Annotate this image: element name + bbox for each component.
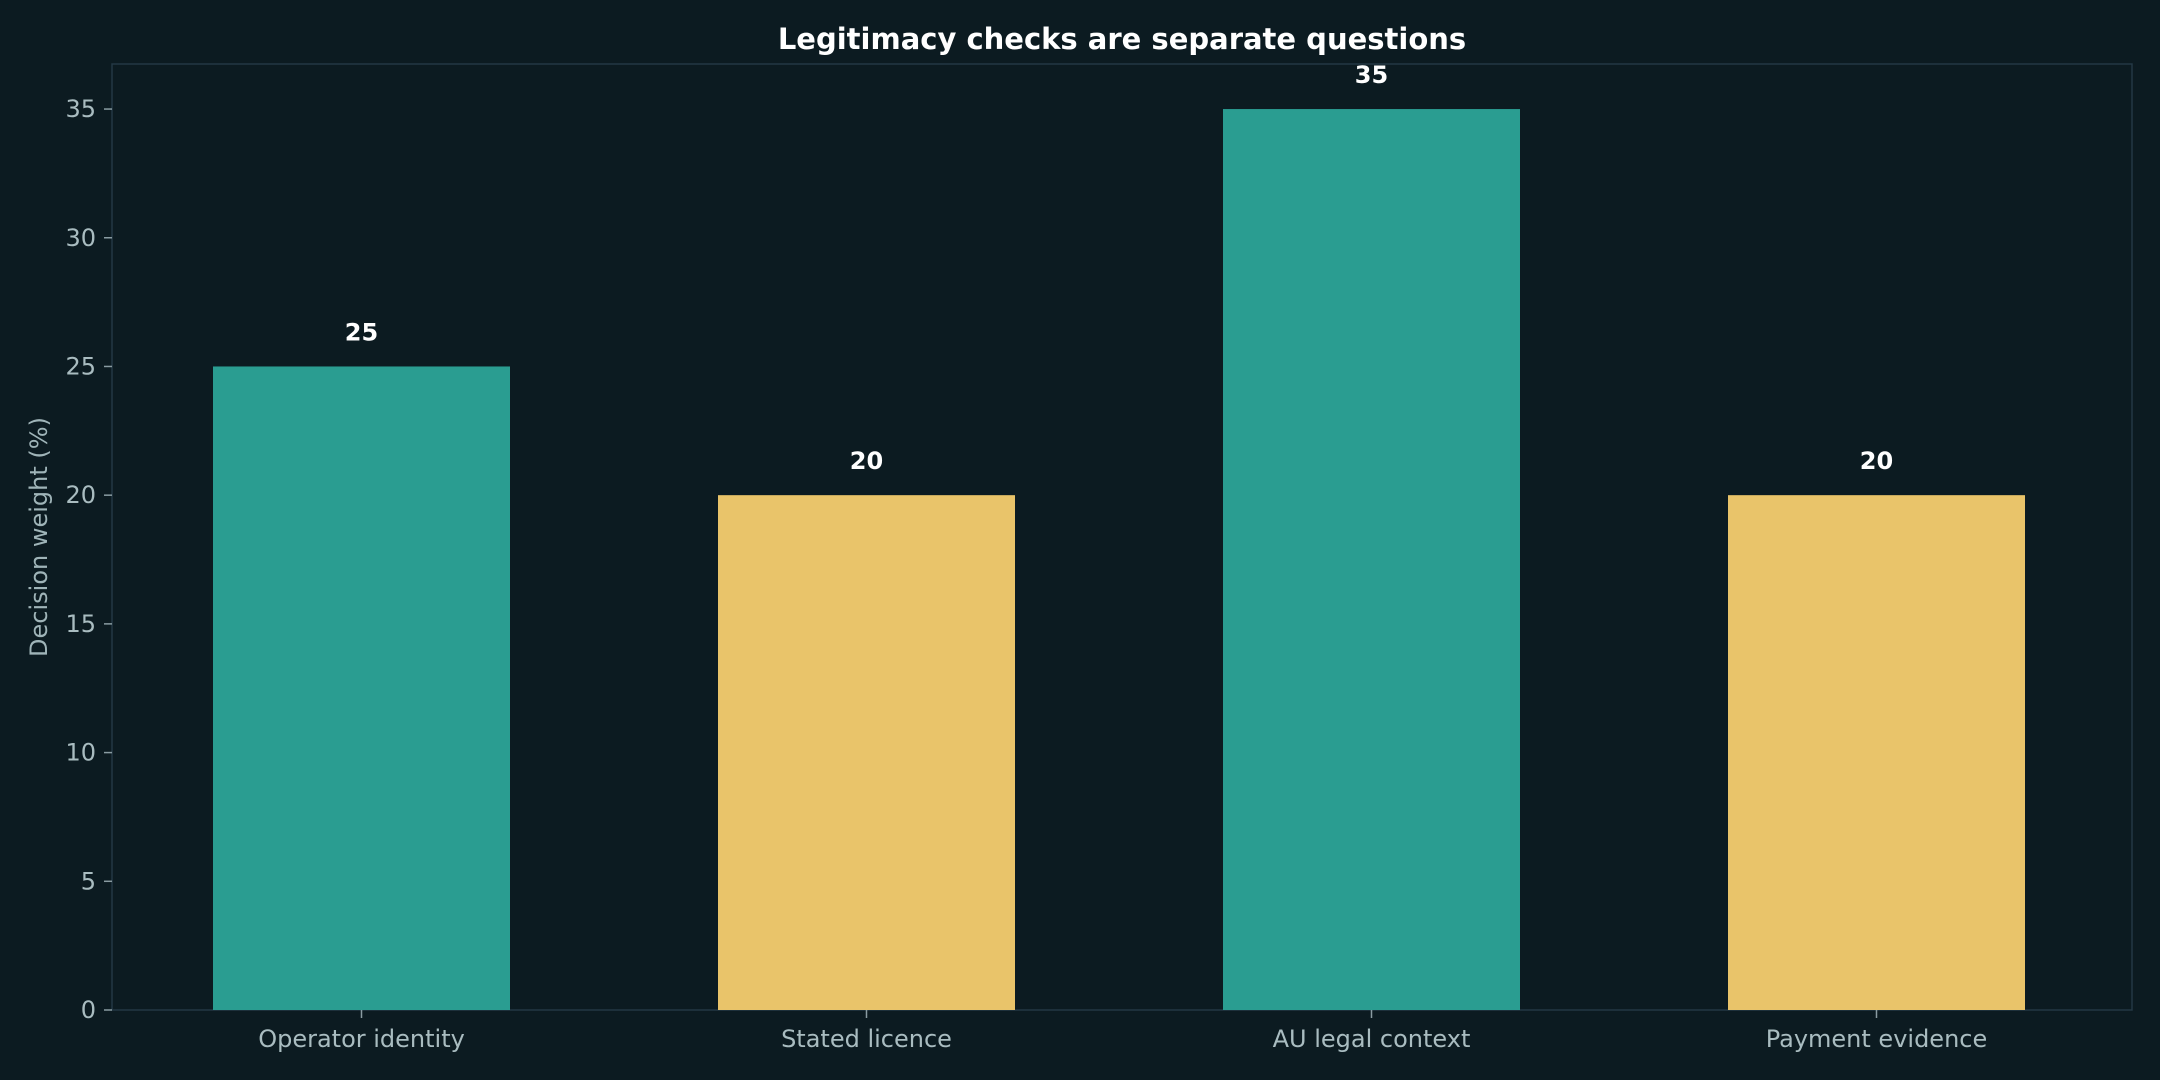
x-axis-ticks: Operator identity Stated licence AU legal … [258, 1010, 1987, 1053]
chart-title: Legitimacy checks are separate questions [778, 22, 1466, 56]
y-tick-label: 15 [65, 610, 96, 638]
y-tick-label: 35 [65, 95, 96, 123]
bar-operator-identity [213, 366, 510, 1010]
bar-stated-licence [718, 495, 1015, 1011]
y-tick-label: 20 [65, 481, 96, 509]
plot-frame [111, 63, 2133, 1011]
x-tick-label: Stated licence [781, 1025, 952, 1053]
y-axis-label: Decision weight (%) [25, 417, 53, 657]
bar-payment-evidence [1728, 495, 2025, 1011]
data-label: 20 [1860, 447, 1893, 475]
bars [213, 109, 2025, 1011]
value-labels: 25 20 35 20 [345, 61, 1893, 475]
y-tick-label: 0 [81, 996, 96, 1024]
data-label: 25 [345, 318, 378, 346]
y-axis-ticks: 0 5 10 15 20 25 30 35 [65, 95, 112, 1024]
y-tick-label: 30 [65, 224, 96, 252]
x-tick-label: Payment evidence [1766, 1025, 1988, 1053]
data-label: 20 [850, 447, 883, 475]
y-tick-label: 25 [65, 352, 96, 380]
x-tick-label: AU legal context [1273, 1025, 1471, 1053]
x-tick-label: Operator identity [258, 1025, 465, 1053]
data-label: 35 [1355, 61, 1388, 89]
y-tick-label: 5 [81, 867, 96, 895]
y-tick-label: 10 [65, 739, 96, 767]
bar-au-legal-context [1223, 109, 1520, 1011]
